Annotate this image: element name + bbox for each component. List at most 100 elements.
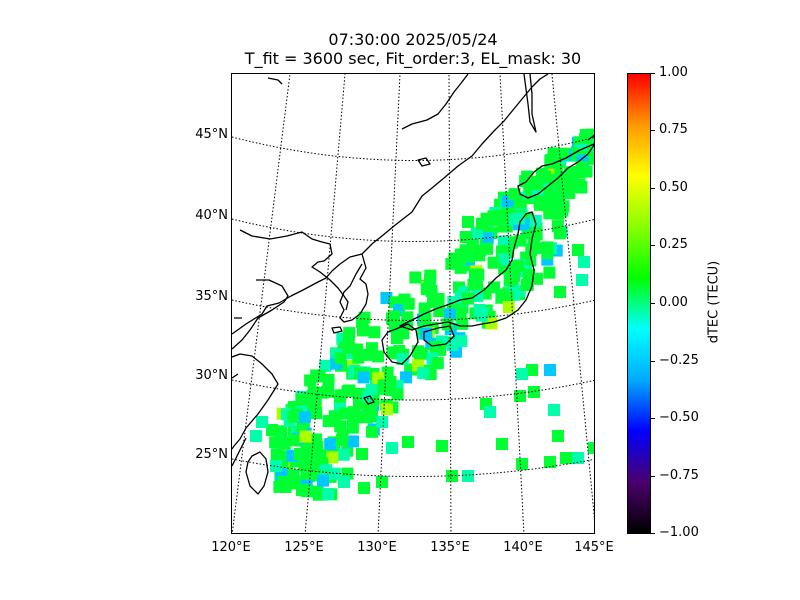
coastline-kyushu — [381, 323, 419, 365]
dtec-tile — [476, 218, 488, 230]
dtec-tile — [513, 212, 526, 225]
dtec-tile — [553, 227, 566, 240]
longitude-gridline-120 — [232, 74, 291, 533]
dtec-tile — [322, 385, 335, 398]
dtec-tile — [397, 327, 410, 340]
latitude-label-45: 45°N — [195, 127, 228, 142]
dtec-tile — [554, 286, 566, 298]
dtec-tile — [386, 442, 398, 454]
dtec-tile — [528, 386, 540, 398]
dtec-tile — [481, 232, 494, 245]
coastline-okinawa — [363, 395, 375, 405]
dtec-tile — [456, 317, 469, 330]
dtec-tile — [575, 161, 588, 174]
colorbar-tick — [651, 476, 655, 477]
dtec-tile — [339, 341, 352, 354]
dtec-tile — [572, 244, 584, 256]
dtec-tile — [328, 467, 341, 480]
dtec-tile — [552, 194, 565, 207]
coastline-asia-mainland — [232, 74, 549, 335]
dtec-tile — [498, 262, 511, 275]
colorbar-tick-label: −0.25 — [659, 353, 699, 368]
dtec-tile — [436, 440, 448, 452]
dtec-tile — [287, 410, 300, 423]
dtec-tile — [522, 269, 535, 282]
colorbar-tick — [651, 73, 655, 74]
dtec-tile — [514, 234, 527, 247]
coastline-amur-bay — [401, 74, 469, 130]
dtec-tile — [470, 227, 483, 240]
dtec-tile — [250, 430, 262, 442]
dtec-tile — [322, 373, 335, 386]
dtec-tile — [502, 301, 515, 314]
latitude-label-40: 40°N — [195, 208, 228, 223]
dtec-tile — [310, 369, 323, 382]
dtec-tile — [278, 476, 290, 488]
dtec-tile — [299, 430, 312, 443]
dtec-tile — [560, 177, 573, 190]
graticule — [232, 74, 594, 533]
dtec-tile — [467, 278, 480, 291]
colorbar-tick — [651, 361, 655, 362]
dtec-tile — [295, 393, 308, 406]
dtec-tile — [502, 246, 515, 259]
coastline-western-sea-islands — [232, 317, 242, 379]
coastline-taiwan — [245, 451, 269, 495]
dtec-tile — [287, 434, 300, 447]
coastline-honshu — [399, 211, 537, 331]
dtec-tile — [516, 458, 528, 470]
map-plot-area — [231, 73, 595, 534]
latitude-gridline-40 — [232, 218, 594, 242]
dtec-tile — [496, 438, 508, 450]
dtec-tile — [591, 134, 594, 147]
dtec-tile — [310, 407, 323, 420]
dtec-tile — [334, 352, 347, 365]
colorbar-tick-label: −0.75 — [659, 468, 699, 483]
dtec-tile — [544, 456, 556, 468]
dtec-tile — [501, 290, 514, 303]
dtec-tile — [342, 331, 355, 344]
latitude-label-35: 35°N — [195, 289, 228, 304]
dtec-tile — [535, 167, 548, 180]
dtec-tile — [317, 474, 330, 487]
dtec-tile — [514, 390, 526, 402]
dtec-tile — [338, 476, 350, 488]
dtec-tile — [548, 404, 560, 416]
coastline-bohai-liaodong — [239, 229, 349, 311]
longitude-label-125: 125°E — [284, 540, 324, 555]
colorbar-tick-label: −0.50 — [659, 410, 699, 425]
dtec-tile — [420, 327, 433, 340]
dtec-tile — [418, 302, 431, 315]
dtec-tile — [356, 316, 369, 329]
dtec-tile — [473, 249, 486, 262]
dtec-tile — [462, 470, 474, 482]
colorbar-tick — [651, 303, 655, 304]
dtec-tile — [376, 416, 388, 428]
dtec-tile — [417, 367, 430, 380]
dtec-tile — [296, 484, 308, 496]
dtec-tile — [485, 317, 498, 330]
dtec-tile — [269, 436, 282, 449]
longitude-gridline-145 — [551, 74, 594, 520]
colorbar-label: dTEC (TECU) — [706, 260, 722, 344]
coastline-liaoning-north — [267, 77, 283, 85]
colorbar-tick-label: 0.75 — [659, 122, 688, 137]
dtec-tile — [514, 199, 527, 212]
dtec-tile — [560, 452, 572, 464]
dtec-tile — [462, 216, 474, 228]
dtec-tile — [266, 424, 278, 436]
dtec-tile — [346, 421, 359, 434]
dtec-tile — [306, 389, 319, 402]
dtec-tile — [475, 309, 488, 322]
map-canvas — [232, 74, 594, 533]
dtec-tile — [520, 279, 533, 292]
dtec-tile — [336, 434, 348, 446]
dtec-tile — [527, 234, 540, 247]
longitude-label-135: 135°E — [430, 540, 470, 555]
dtec-tile — [521, 170, 534, 183]
dtec-tile — [424, 269, 437, 282]
dtec-tile — [543, 207, 556, 220]
coastline-hokkaido — [517, 143, 594, 199]
dtec-tile — [552, 430, 564, 442]
dtec-tile — [298, 411, 311, 424]
